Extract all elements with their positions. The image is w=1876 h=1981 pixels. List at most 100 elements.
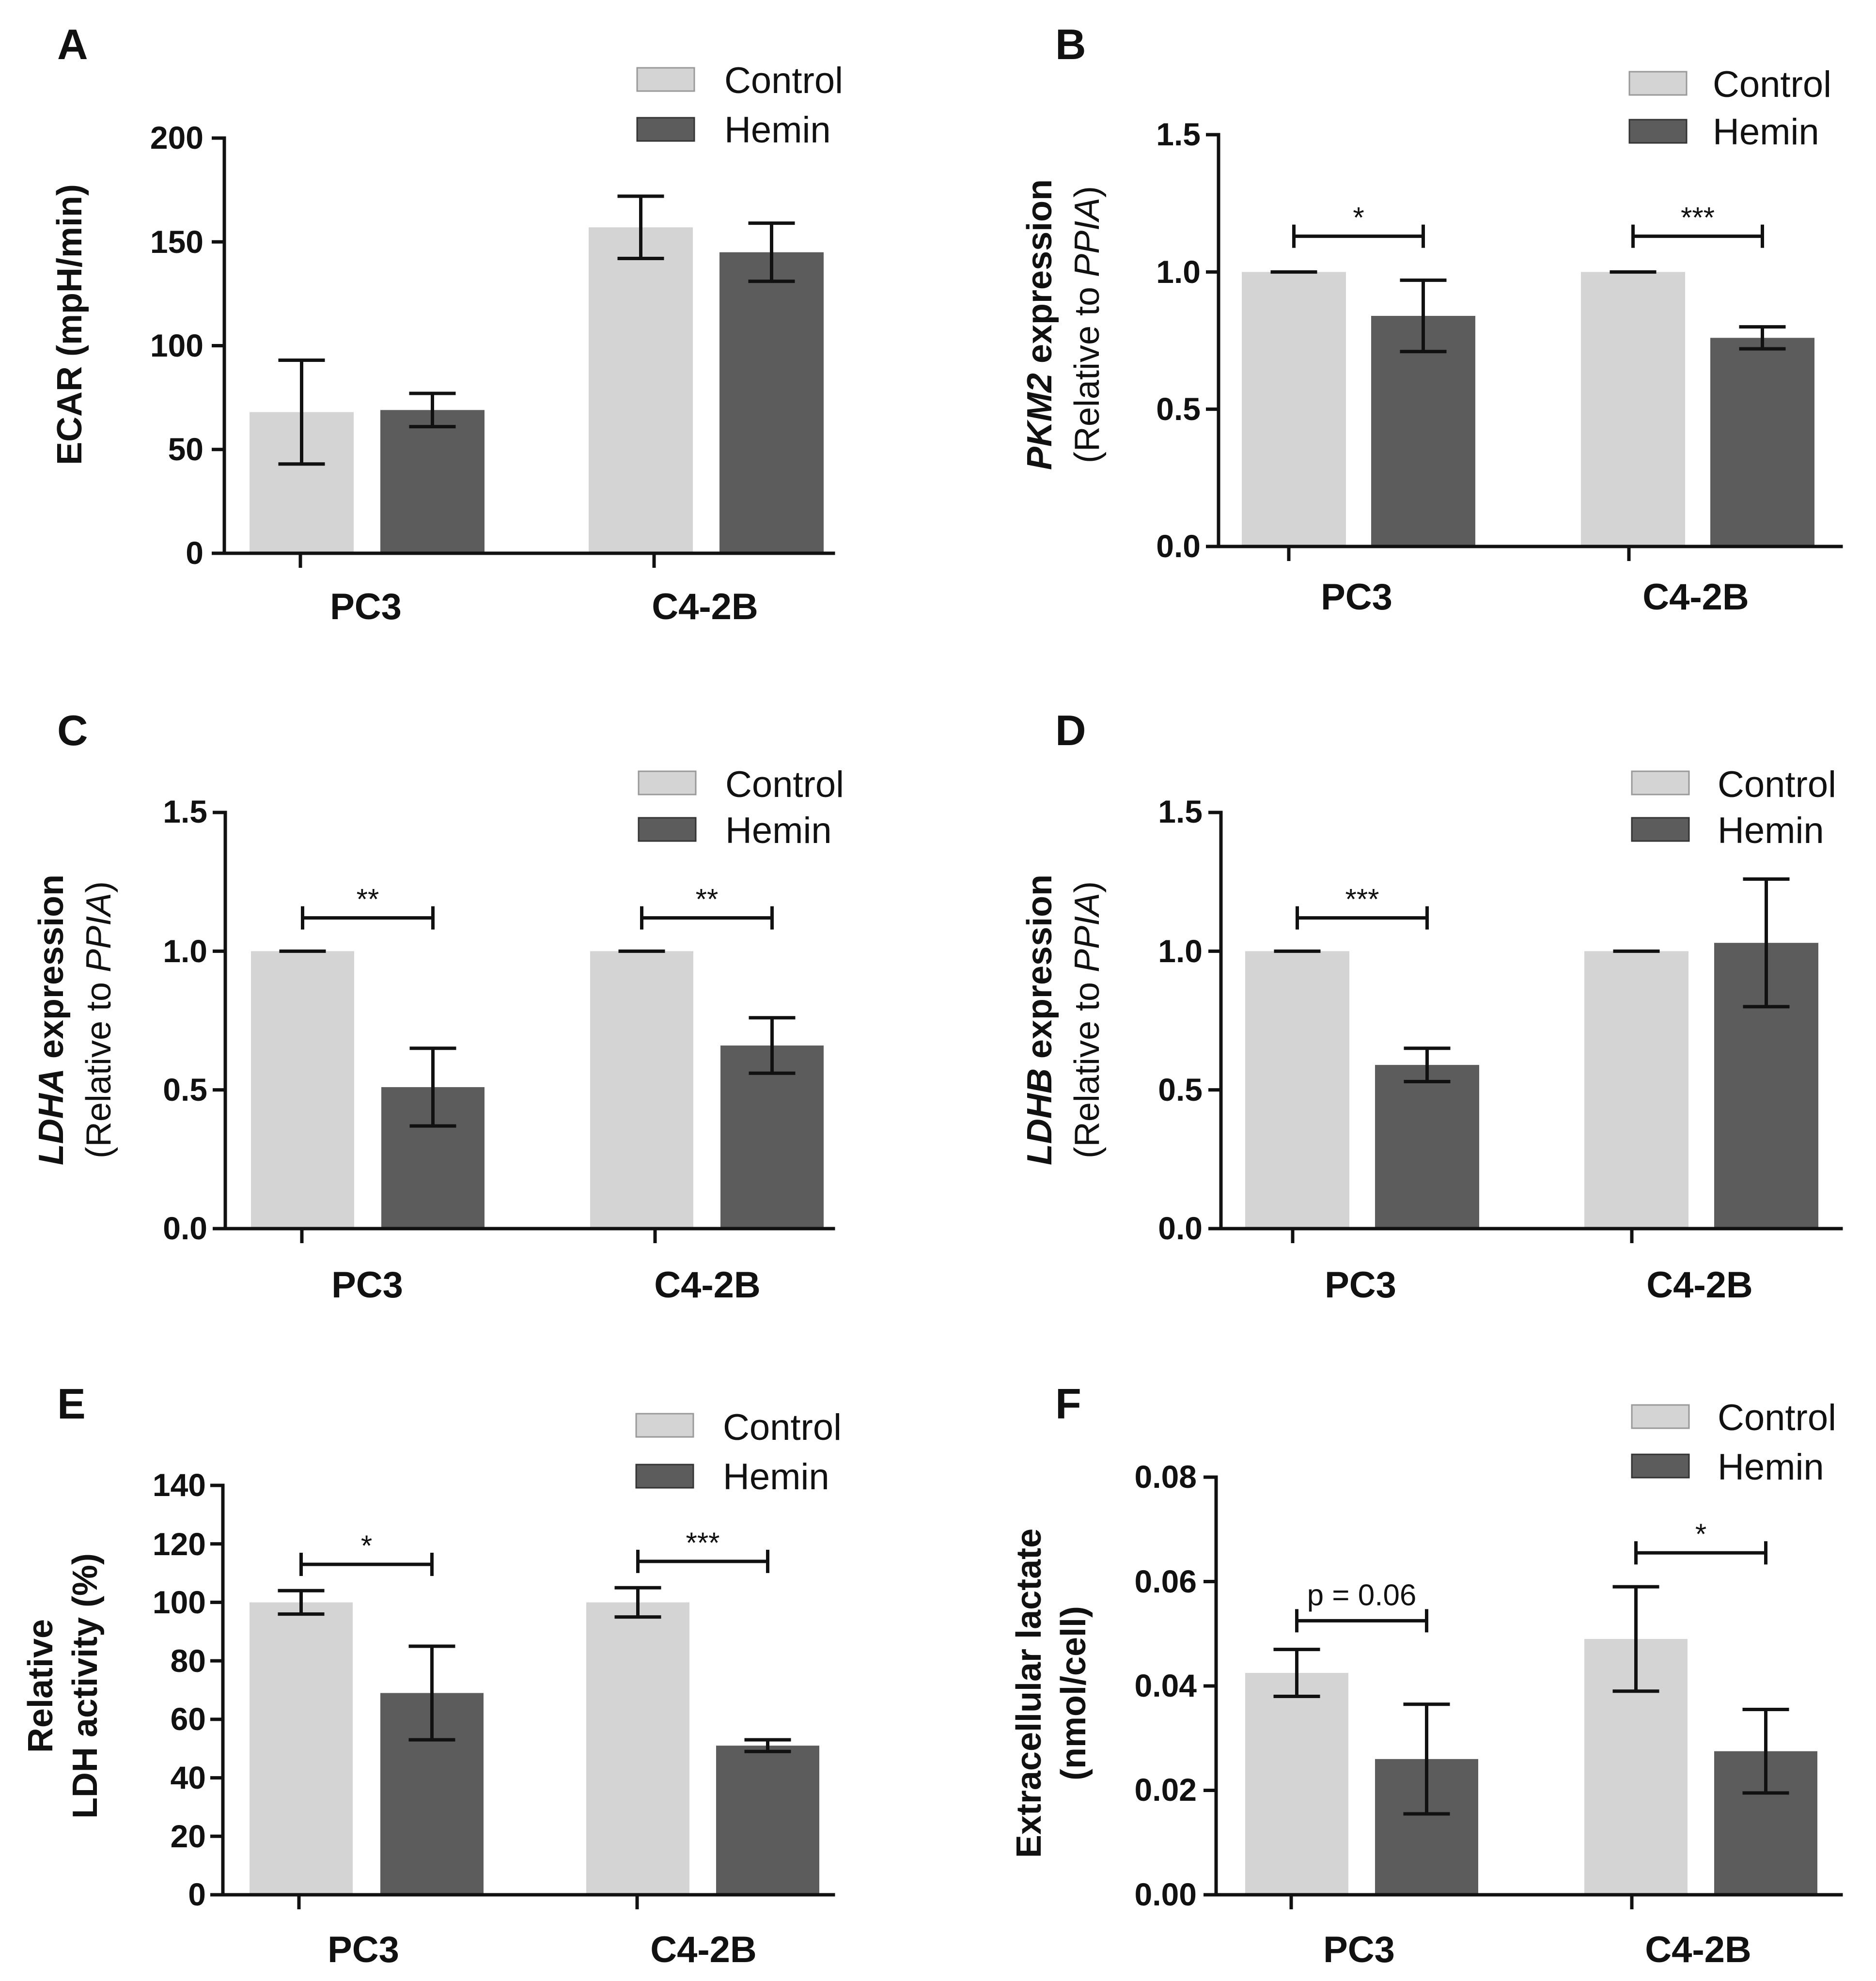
error-bar-hemin-pc3 (1403, 1702, 1450, 1816)
significance-label: *** (1681, 202, 1715, 234)
bar-hemin-pc3 (380, 410, 485, 553)
y-axis-label-2: LDH activity (%) (66, 1553, 105, 1819)
ytick-label: 1.0 (163, 933, 207, 969)
ytick-label: 0 (186, 535, 203, 571)
category-label-c4-2b: C4-2B (1646, 1264, 1753, 1306)
error-bar-control-pc3 (278, 1589, 325, 1616)
y-axis-rest: expression (1020, 874, 1059, 1068)
y-axis-title: ECAR (mpH/min) (50, 184, 89, 465)
category-label-c4-2b: C4-2B (650, 1929, 757, 1970)
y-ticks: 1.5 1.0 0.5 0.0 (1158, 794, 1203, 1246)
y-axis-title: Extracellular lactate (1010, 1529, 1048, 1858)
ytick-label: 0.0 (1158, 1210, 1203, 1246)
y-axis-rest: expression (32, 874, 71, 1068)
y-axis-label-2: (Relative to PPIA) (1068, 186, 1107, 463)
legend: Control Hemin (635, 1407, 842, 1497)
y-ticks: 140 120 100 80 60 40 20 0 (153, 1467, 206, 1912)
ytick-label: 0.00 (1135, 1876, 1197, 1912)
bar-control-c4-2b (586, 1602, 689, 1895)
legend-swatch-control (638, 770, 697, 796)
ytick-label: 50 (168, 431, 203, 467)
category-label-c4-2b: C4-2B (652, 586, 758, 627)
significance-label: * (361, 1529, 372, 1562)
panel-d: D Control Hemin LDHB expression (Relativ… (1020, 706, 1843, 1306)
y-axis-label: Relative (21, 1619, 60, 1753)
ytick-label: 200 (150, 120, 203, 156)
plot-area: **** (1206, 133, 1843, 561)
ytick-label: 20 (171, 1818, 206, 1854)
significance-label: ** (357, 883, 379, 916)
ytick-label: 0.06 (1135, 1563, 1197, 1599)
ytick-label: 0 (188, 1876, 206, 1912)
panel-a: A Control Hemin ECAR (mpH/min) 200 150 1… (50, 20, 843, 627)
significance-bracket (1634, 1541, 1767, 1565)
panel-b: B Control Hemin PKM2 expression (Relativ… (1020, 20, 1843, 618)
ytick-label: 0.02 (1135, 1772, 1197, 1808)
legend-label-hemin: Hemin (723, 1456, 829, 1497)
y-axis-label: LDHB expression (1020, 874, 1059, 1165)
y-axis-sub-prefix: (Relative to (79, 972, 118, 1158)
significance-label: *** (686, 1527, 719, 1559)
significance-bracket (1631, 224, 1764, 248)
significance-bracket (636, 1549, 769, 1573)
legend-label-control: Control (725, 764, 844, 805)
bar-hemin-c4-2b (1710, 338, 1814, 546)
ytick-label: 0.08 (1135, 1459, 1197, 1495)
y-axis-label: LDHA expression (32, 874, 71, 1165)
significance-bracket (301, 906, 435, 930)
legend-swatch-control (1631, 770, 1690, 796)
ytick-label: 60 (171, 1701, 206, 1737)
panel-letter-f: F (1055, 1380, 1081, 1428)
category-label-pc3: PC3 (1325, 1264, 1396, 1306)
error-bar-control-c4-2b (1612, 1585, 1659, 1693)
panel-letter-e: E (57, 1380, 86, 1428)
bar-hemin-pc3 (1371, 316, 1475, 546)
plot-area: ** ** (213, 811, 835, 1243)
legend-label-control: Control (723, 1407, 842, 1448)
ytick-label: 40 (171, 1760, 206, 1795)
ytick-label: 0.5 (1158, 1072, 1203, 1107)
category-label-pc3: PC3 (331, 1264, 403, 1306)
legend-label-hemin: Hemin (725, 810, 832, 851)
y-axis-sub-suffix: ) (1068, 186, 1107, 198)
panel-f: F Control Hemin Extracellular lactate (n… (1010, 1380, 1843, 1970)
bar-control-c4-2b (590, 951, 693, 1229)
significance-label: p = 0.06 (1307, 1578, 1417, 1612)
y-ticks: 1.5 1.0 0.5 0.0 (1156, 116, 1201, 564)
legend-label-hemin: Hemin (1718, 1447, 1824, 1488)
significance-bracket (640, 906, 774, 930)
y-axis-sub-prefix: (Relative to (1068, 277, 1107, 463)
ytick-label: 0.0 (1156, 528, 1201, 564)
bar-control-pc3 (250, 1602, 353, 1895)
plot-area: *** (1208, 811, 1843, 1243)
ytick-label: 100 (153, 1584, 206, 1620)
legend-swatch-hemin (1631, 817, 1690, 842)
y-axis-sub-gene: PPIA (1068, 198, 1107, 277)
error-bar-control-pc3 (278, 358, 325, 466)
significance-bracket (299, 1552, 434, 1576)
y-axis-sub-suffix: ) (79, 881, 118, 893)
y-ticks: 200 150 100 50 0 (150, 120, 203, 571)
y-axis-title: Relative (21, 1619, 60, 1753)
legend-swatch-hemin (635, 1464, 694, 1489)
legend-label-control: Control (1713, 64, 1831, 105)
panel-letter-c: C (57, 706, 88, 754)
y-axis-title: LDHA expression (32, 874, 71, 1165)
significance-bracket (1296, 906, 1429, 930)
bar-control-c4-2b (1584, 951, 1688, 1229)
category-label-pc3: PC3 (328, 1929, 399, 1970)
legend-swatch-hemin (1628, 119, 1688, 144)
category-label-c4-2b: C4-2B (1642, 577, 1749, 618)
error-bar-hemin-c4-2b (744, 1738, 791, 1753)
y-axis-title: LDHB expression (1020, 874, 1059, 1165)
category-label-pc3: PC3 (1321, 577, 1392, 618)
legend-swatch-control (1628, 71, 1688, 96)
ytick-label: 1.5 (1156, 116, 1201, 152)
y-axis-subtitle: (Relative to PPIA) (79, 881, 118, 1158)
significance-label: ** (696, 883, 719, 916)
panel-letter-a: A (57, 20, 88, 68)
legend: Control Hemin (1628, 64, 1831, 153)
legend: Control Hemin (1631, 1397, 1836, 1488)
ytick-label: 1.0 (1156, 254, 1201, 290)
